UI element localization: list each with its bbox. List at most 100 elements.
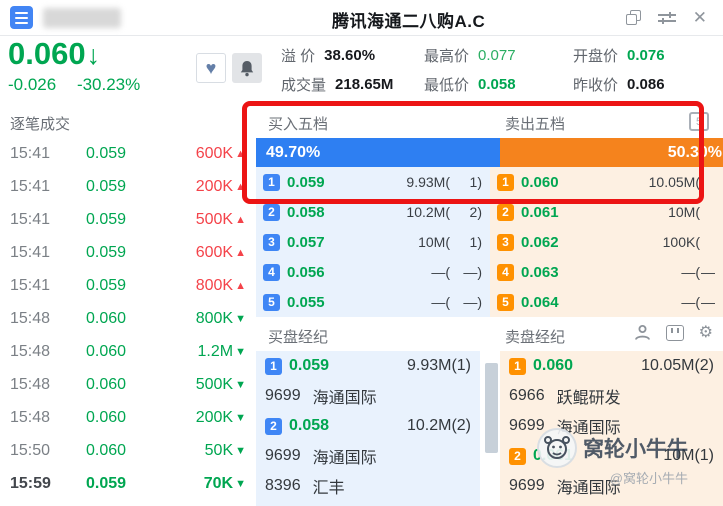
- broker-level-price: 0.059: [289, 357, 330, 374]
- favorite-heart-button[interactable]: ♥: [196, 53, 226, 83]
- depth-settings-icon[interactable]: 5: [689, 112, 709, 131]
- alert-bell-button[interactable]: [232, 53, 262, 83]
- bid-level[interactable]: 2 0.058 10.2M(2): [256, 197, 490, 227]
- broker-code: 9699: [265, 447, 301, 464]
- depth-level-row: 1 0.059 9.93M(1) 1 0.060 10.05M(: [256, 167, 723, 197]
- low-value: 0.058: [478, 76, 516, 93]
- ask-level-volume: 10M(: [668, 204, 700, 220]
- last-price-value: 0.060: [8, 36, 86, 71]
- tick-volume-value: 600K: [195, 144, 234, 162]
- tick-volume-value: 600K: [195, 243, 234, 261]
- tick-price: 0.059: [85, 276, 127, 294]
- tick-time: 15:41: [10, 210, 51, 228]
- settings-sliders-icon[interactable]: [657, 11, 676, 25]
- down-arrow-icon: ↓: [86, 40, 101, 70]
- tick-price: 0.060: [85, 342, 127, 360]
- bid-level-volume: 10.2M(: [406, 204, 450, 220]
- duplicate-window-icon[interactable]: [625, 10, 641, 25]
- down-triangle-icon: ▼: [235, 378, 246, 391]
- tick-time: 15:59: [10, 474, 51, 492]
- bid-level-badge: 2: [263, 203, 280, 221]
- bid-level[interactable]: 5 0.055 —(—): [256, 287, 490, 317]
- bid-level-count: —): [463, 264, 482, 280]
- broker-board-icon[interactable]: [665, 324, 684, 341]
- ask-level[interactable]: 4 0.063 —(—: [490, 257, 723, 287]
- broker-scrollbar-thumb[interactable]: [485, 363, 498, 453]
- down-triangle-icon: ▼: [235, 477, 246, 490]
- down-triangle-icon: ▼: [235, 312, 246, 325]
- down-triangle-icon: ▼: [235, 345, 246, 358]
- watermark-name: 窝轮小牛牛: [583, 438, 688, 461]
- broker-name: 海通国际: [556, 420, 621, 437]
- tick-price: 0.060: [85, 309, 127, 327]
- broker-name-row: 9699 海通国际: [256, 381, 480, 411]
- tick-trade-row: 15:59 0.059 70K ▼: [0, 467, 256, 500]
- menu-icon[interactable]: [10, 6, 33, 29]
- bid-level-price: 0.059: [287, 173, 325, 191]
- tick-trade-row: 15:41 0.059 600K ▲: [0, 137, 256, 170]
- ask-level-price: 0.060: [521, 173, 559, 191]
- close-icon[interactable]: ✕: [692, 8, 707, 27]
- tick-trade-row: 15:50 0.060 50K ▼: [0, 434, 256, 467]
- tick-trade-row: 15:48 0.060 1.2M ▼: [0, 335, 256, 368]
- broker-name: 汇丰: [312, 480, 345, 497]
- bid-level-price: 0.057: [287, 233, 325, 251]
- ask-level-badge: 4: [497, 263, 514, 281]
- tick-time: 15:48: [10, 375, 51, 393]
- prev-close-label: 昨收价: [573, 77, 619, 94]
- broker-settings-gear-icon[interactable]: ⚙: [698, 323, 713, 341]
- stats-column-c: 开盘价 0.076 昨收价 0.086: [573, 41, 665, 99]
- bid-level[interactable]: 3 0.057 10M(1): [256, 227, 490, 257]
- ask-level-volume: 10.05M(: [648, 174, 700, 190]
- title-bar: 腾讯海通二八购A.C ✕: [0, 0, 723, 36]
- tick-volume-value: 500K: [195, 210, 234, 228]
- low-label: 最低价: [424, 77, 470, 94]
- tick-volume: 200K ▲: [196, 178, 246, 196]
- tick-price: 0.060: [85, 441, 127, 459]
- tick-volume-value: 50K: [204, 441, 234, 459]
- ask-level-volume: 100K(: [662, 234, 700, 250]
- bid-level[interactable]: 4 0.056 —(—): [256, 257, 490, 287]
- stats-column-b: 最高价 0.077 最低价 0.058: [424, 41, 516, 99]
- depth-levels: 1 0.059 9.93M(1) 1 0.060 10.05M(2 0.058 10.2M(2…: [256, 167, 723, 317]
- bid-level-volume: —(: [431, 264, 450, 280]
- tick-volume: 500K ▲: [196, 211, 246, 229]
- broker-name-row: 8396 汇丰: [256, 471, 480, 501]
- broker-code: 9699: [509, 477, 545, 494]
- ask-level-count: —: [701, 264, 715, 280]
- stats-column-a: 溢 价 38.60% 成交量 218.65M: [281, 41, 393, 99]
- broker-level-row: 2 0.058 10.2M(2): [256, 411, 480, 441]
- tick-volume-value: 200K: [195, 408, 234, 426]
- bid-level-volume: 9.93M(: [406, 174, 450, 190]
- change-percent: -30.23%: [76, 75, 141, 94]
- ask-level-badge: 2: [497, 203, 514, 221]
- person-glyph: [634, 325, 650, 340]
- high-label: 最高价: [424, 48, 470, 65]
- tick-volume: 600K ▲: [196, 244, 246, 262]
- tick-volume: 800K ▲: [196, 277, 246, 295]
- ask-level[interactable]: 3 0.062 100K(: [490, 227, 723, 257]
- ask-level[interactable]: 1 0.060 10.05M(: [490, 167, 723, 197]
- broker-person-icon[interactable]: [634, 324, 651, 341]
- ask-depth-title: 卖出五档: [505, 116, 566, 133]
- ask-level-price: 0.062: [521, 233, 559, 251]
- ask-level-badge: 1: [497, 173, 514, 191]
- broker-scrollbar-track: [480, 351, 500, 506]
- broker-level-badge: 1: [509, 357, 526, 375]
- tick-volume-value: 800K: [195, 309, 234, 327]
- tick-price: 0.059: [85, 144, 127, 162]
- tick-price: 0.060: [85, 408, 127, 426]
- broker-level-row: 1 0.059 9.93M(1): [256, 351, 480, 381]
- broker-level-price: 0.060: [533, 357, 574, 374]
- up-triangle-icon: ▲: [235, 246, 246, 259]
- ask-level-badge: 5: [497, 293, 514, 311]
- tick-trades-panel: 逐笔成交 15:41 0.059 600K ▲ 15:41 0.059 200K ▲ 15:41…: [0, 106, 256, 506]
- broker-level-price: 0.058: [289, 417, 330, 434]
- ask-level[interactable]: 5 0.064 —(—: [490, 287, 723, 317]
- bid-level[interactable]: 1 0.059 9.93M(1): [256, 167, 490, 197]
- broker-header: 买盘经纪 卖盘经纪 ⚙: [256, 317, 723, 351]
- premium-value: 38.60%: [324, 47, 376, 64]
- ask-level-volume: —(: [681, 264, 700, 280]
- tick-volume-value: 70K: [203, 474, 234, 492]
- ask-level[interactable]: 2 0.061 10M(: [490, 197, 723, 227]
